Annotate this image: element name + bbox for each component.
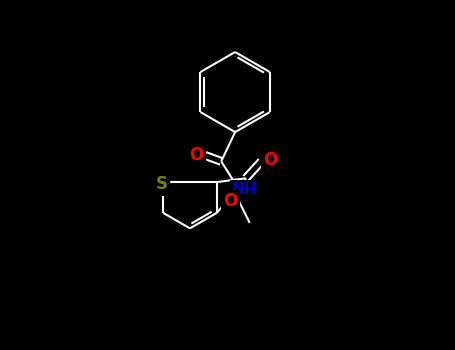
Text: S: S xyxy=(156,175,168,194)
Text: O: O xyxy=(223,193,238,210)
Text: NH: NH xyxy=(232,182,257,197)
Text: O: O xyxy=(189,146,204,164)
Text: O: O xyxy=(263,151,278,169)
